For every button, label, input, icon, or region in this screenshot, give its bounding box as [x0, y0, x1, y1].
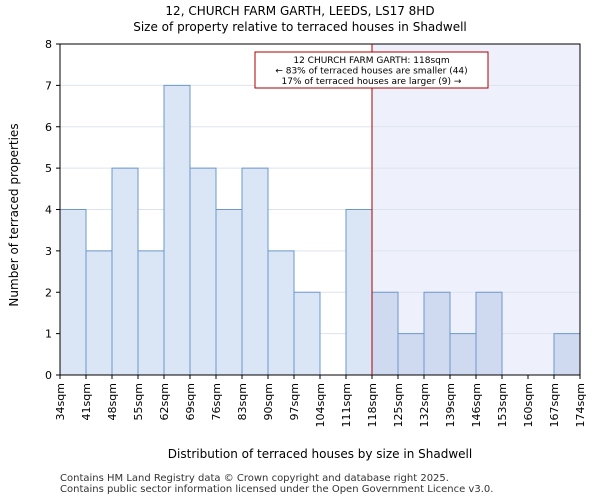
footer-attribution-line-2: Contains public sector information licen… — [60, 484, 494, 495]
x-tick-label: 69sqm — [184, 383, 197, 420]
x-tick-label: 62sqm — [158, 383, 171, 420]
chart-title-line-1: 12, CHURCH FARM GARTH, LEEDS, LS17 8HD — [165, 4, 434, 18]
x-tick-label: 118sqm — [366, 383, 379, 427]
y-tick-label: 6 — [45, 121, 52, 134]
annotation-line-1: 12 CHURCH FARM GARTH: 118sqm — [293, 56, 449, 66]
bar-62sqm — [163, 84, 191, 376]
bar-83sqm — [241, 167, 269, 376]
x-tick-label: 132sqm — [418, 383, 431, 427]
bar-118sqm — [371, 291, 399, 376]
annotation-line-2: ← 83% of terraced houses are smaller (44… — [275, 67, 467, 77]
y-tick-label: 3 — [45, 245, 52, 258]
annotation-box — [254, 51, 489, 89]
bar-41sqm — [85, 250, 113, 376]
plot-area: 0 1 2 3 4 5 6 7 8 34sqm 41sqm 48sqm 55sqm 62sqm 69sqm 7… — [45, 38, 587, 427]
bar-132sqm — [423, 291, 451, 376]
x-tick-label: 97sqm — [288, 383, 301, 420]
chart-title-line-2: Size of property relative to terraced ho… — [133, 20, 467, 34]
x-tick-label: 83sqm — [236, 383, 249, 420]
bar-69sqm — [189, 167, 217, 376]
x-tick-label: 167sqm — [548, 383, 561, 427]
x-tick-label: 34sqm — [54, 383, 67, 420]
x-tick-label: 104sqm — [314, 383, 327, 427]
x-tick-label: 90sqm — [262, 383, 275, 420]
x-tick-label: 125sqm — [392, 383, 405, 427]
x-tick-label: 55sqm — [132, 383, 145, 420]
y-tick-label: 4 — [45, 204, 52, 217]
x-tick-label: 48sqm — [106, 383, 119, 420]
footer-attribution-line-1: Contains HM Land Registry data © Crown c… — [60, 473, 449, 484]
bar-34sqm — [59, 209, 87, 376]
bar-97sqm — [293, 291, 321, 376]
y-axis-label: Number of terraced properties — [7, 123, 21, 306]
y-tick-label: 7 — [45, 79, 52, 92]
x-tick-label: 139sqm — [444, 383, 457, 427]
x-tick-label: 146sqm — [470, 383, 483, 427]
x-tick-label: 160sqm — [522, 383, 535, 427]
annotation-line-3: 17% of terraced houses are larger (9) → — [282, 77, 462, 87]
x-tick-label: 76sqm — [210, 383, 223, 420]
x-tick-label: 111sqm — [340, 383, 353, 427]
x-tick-label: 174sqm — [574, 383, 587, 427]
y-tick-label: 5 — [45, 162, 52, 175]
bar-139sqm — [449, 333, 477, 376]
x-axis-label: Distribution of terraced houses by size … — [168, 447, 472, 461]
bar-146sqm — [475, 291, 503, 376]
bar-111sqm — [345, 209, 373, 376]
y-tick-label: 8 — [45, 38, 52, 51]
y-tick-label: 1 — [45, 328, 52, 341]
y-tick-label: 2 — [45, 286, 52, 299]
bar-48sqm — [111, 167, 139, 376]
bar-125sqm — [397, 333, 425, 376]
bar-167sqm — [553, 333, 581, 376]
bar-76sqm — [215, 209, 243, 376]
bar-55sqm — [137, 250, 165, 376]
x-tick-label: 41sqm — [80, 383, 93, 420]
x-tick-label: 153sqm — [496, 383, 509, 427]
y-tick-label: 0 — [45, 369, 52, 382]
bar-90sqm — [267, 250, 295, 376]
